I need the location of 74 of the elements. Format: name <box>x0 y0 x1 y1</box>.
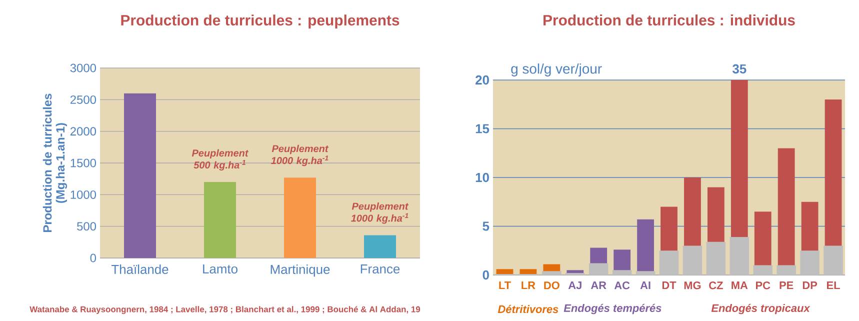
x-tick-label: CZ <box>709 282 723 290</box>
chart-title: Production de turricules : individus <box>544 14 795 26</box>
bar <box>754 212 772 266</box>
bar <box>730 236 750 275</box>
bar <box>588 263 608 275</box>
y-axis-title: Production de turricules (Mg.ha-1.an-1) <box>42 94 68 232</box>
x-tick-label: AR <box>590 282 606 290</box>
x-tick-label: AI <box>640 282 650 290</box>
bar <box>496 269 514 274</box>
text: Endogés tempérés <box>564 304 662 314</box>
x-tick-label: France <box>360 264 400 274</box>
text: Endogés tropicaux <box>711 304 810 314</box>
text: Watanabe & Ruaysoongnern, 1984 ; Lavelle, 1978 ; Blanchart et al., 1999 ; Bouché & Al Addan, 19 <box>30 306 420 314</box>
y-tick-label: 5 <box>482 222 490 231</box>
bar <box>659 250 679 275</box>
x-tick-label: Thaïlande <box>111 264 168 274</box>
bar <box>800 250 820 275</box>
y-axis-title: g sol/g ver/jour <box>511 63 602 76</box>
bar <box>707 187 724 242</box>
bar <box>614 250 631 270</box>
bar <box>660 206 678 251</box>
bar <box>824 246 843 275</box>
y-tick-label: 0 <box>90 254 96 262</box>
x-tick-label: DO <box>544 282 560 290</box>
bar <box>590 248 608 264</box>
text: Détritivores <box>498 304 558 314</box>
x-tick-label: Martinique <box>270 264 330 277</box>
bar <box>684 178 701 246</box>
y-tick-label: 20 <box>476 75 489 85</box>
bar <box>566 270 584 274</box>
bar <box>636 271 656 275</box>
annotation: Peuplement 1000 kg.ha$^{-1}$ <box>351 202 409 224</box>
x-tick-label: AJ <box>568 282 582 290</box>
bar <box>824 100 842 246</box>
y-tick-label: 500 <box>77 222 96 231</box>
y-tick-label: 1500 <box>70 158 96 168</box>
y-tick-label: 1000 <box>70 190 96 199</box>
bar <box>542 271 562 275</box>
y-tick-label: 3000 <box>70 64 96 72</box>
x-tick-label: LT <box>499 282 511 290</box>
x-tick-label: Lamto <box>203 264 238 274</box>
x-tick-label: EL <box>827 282 840 290</box>
x-tick-label: PE <box>780 282 794 290</box>
bar <box>612 270 632 275</box>
bar <box>124 93 156 258</box>
y-tick-label: 15 <box>476 124 490 134</box>
y-tick-label: 0 <box>482 270 489 280</box>
bar <box>543 264 560 272</box>
annotation: 35 <box>732 64 746 74</box>
x-tick-label: DT <box>662 282 676 290</box>
y-tick-label: 10 <box>476 172 489 182</box>
annotation: Peuplement 1000 kg.ha$^{-1}$ <box>271 144 329 166</box>
x-tick-label: MA <box>732 282 748 290</box>
bar <box>520 269 537 274</box>
bar <box>682 246 702 275</box>
y-tick-label: 2000 <box>70 127 96 136</box>
x-tick-label: PC <box>756 282 770 290</box>
bar <box>801 202 818 251</box>
chart-title: Production de turricules : peuplements <box>121 14 400 28</box>
x-tick-label: LR <box>522 282 536 290</box>
bar <box>706 242 726 275</box>
bar <box>204 182 236 258</box>
bar <box>637 219 654 272</box>
bar <box>364 235 396 258</box>
y-tick-label: 2500 <box>70 95 96 104</box>
x-tick-label: MG <box>684 282 701 290</box>
bar <box>753 265 772 275</box>
annotation: Peuplement 500 kg.ha$^{-1}$ <box>192 149 249 171</box>
bar <box>778 148 795 266</box>
x-tick-label: AC <box>614 282 630 290</box>
x-tick-label: DP <box>802 282 818 290</box>
bar <box>730 80 748 237</box>
bar <box>776 265 796 275</box>
bar <box>284 178 316 258</box>
